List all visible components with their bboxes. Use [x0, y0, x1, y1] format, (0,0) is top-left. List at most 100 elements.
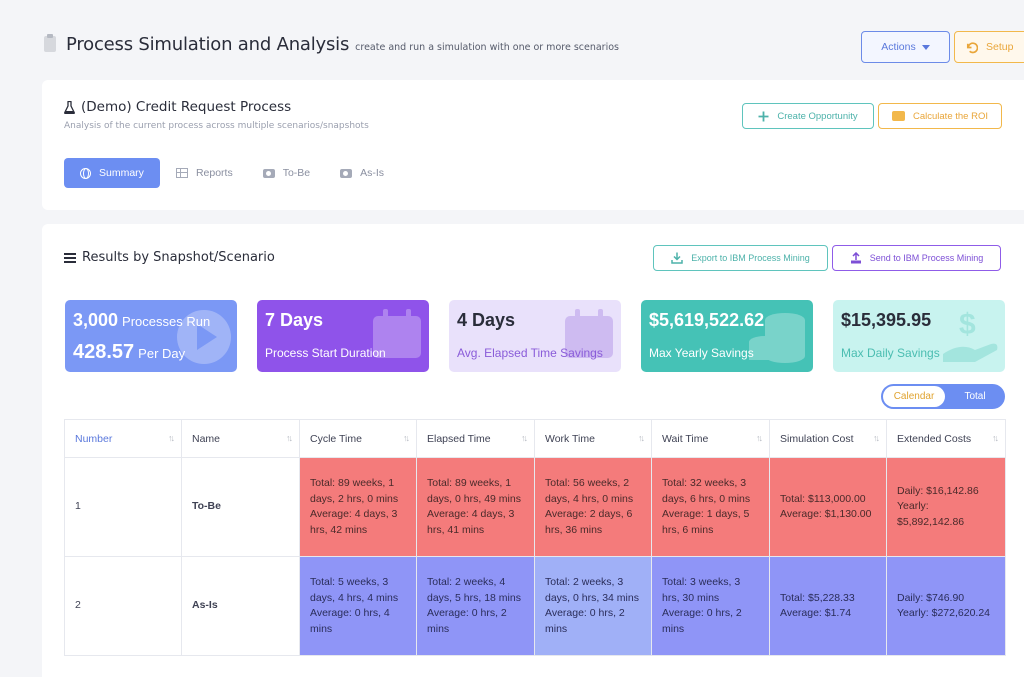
per-day-value: 428.57 Per Day [73, 341, 186, 363]
clipboard-icon [44, 34, 56, 52]
sort-icon[interactable]: ↑↓ [286, 433, 293, 443]
results-table: Number ↑↓ Name ↑↓ Cycle Time ↑↓ Elapsed Tim… [64, 419, 1006, 656]
elapsed-time-cell: Total: 2 weeks, 4 days, 5 hrs, 18 mins Av… [416, 556, 535, 656]
column-header-name[interactable]: Name ↑↓ [181, 419, 300, 458]
start-duration-label: Process Start Duration [265, 346, 386, 360]
setup-button[interactable]: Setup [954, 31, 1024, 63]
actions-button[interactable]: Actions [861, 31, 950, 63]
stat-max-yearly-savings: $5,619,522.62 Max Yearly Savings [641, 300, 813, 372]
tab-to-be[interactable]: To-Be [249, 158, 324, 188]
process-description: Analysis of the current process across m… [64, 121, 369, 131]
table-row: 1 To-Be Total: 89 weeks, 1 days, 2 hrs, … [64, 457, 1006, 557]
toggle-total[interactable]: Total [964, 391, 986, 402]
sort-icon[interactable]: ↑↓ [521, 433, 528, 443]
send-ibm-button[interactable]: Send to IBM Process Mining [832, 245, 1001, 271]
work-time-cell: Total: 2 weeks, 3 days, 0 hrs, 34 mins Av… [534, 556, 652, 656]
process-title: (Demo) Credit Request Process [64, 99, 291, 115]
camera-icon [262, 168, 275, 178]
sort-icon[interactable]: ↑↓ [168, 433, 175, 443]
column-header-wait-time[interactable]: Wait Time ↑↓ [651, 419, 770, 458]
column-header-extended-costs[interactable]: Extended Costs ↑↓ [886, 419, 1006, 458]
yearly-savings-label: Max Yearly Savings [649, 346, 754, 360]
page-subtitle: create and run a simulation with one or … [355, 42, 619, 53]
results-title: Results by Snapshot/Scenario [64, 250, 275, 265]
row-name-link[interactable]: To-Be [181, 457, 300, 557]
table-icon [175, 168, 188, 178]
table-row: 2 As-Is Total: 5 weeks, 3 days, 4 hrs, 4… [64, 556, 1006, 656]
hand-money-icon: $ [943, 308, 998, 362]
row-name-link[interactable]: As-Is [181, 556, 300, 656]
row-number: 1 [64, 457, 182, 557]
table-header-row: Number ↑↓ Name ↑↓ Cycle Time ↑↓ Elapsed Tim… [64, 419, 1006, 458]
wait-time-cell: Total: 3 weeks, 3 hrs, 30 mins Average: 0… [651, 556, 770, 656]
play-icon [177, 310, 231, 364]
camera-icon [340, 168, 353, 178]
yearly-savings-value: $5,619,522.62 [649, 310, 765, 330]
stat-max-daily-savings: $ $15,395.95 Max Daily Savings [833, 300, 1005, 372]
setup-button-label: Setup [986, 41, 1014, 53]
column-header-number[interactable]: Number ↑↓ [64, 419, 182, 458]
process-card: (Demo) Credit Request Process Analysis o… [42, 80, 1024, 210]
sort-icon[interactable]: ↑↓ [873, 433, 880, 443]
process-title-text: (Demo) Credit Request Process [81, 99, 292, 115]
row-number: 2 [64, 556, 182, 656]
calendar-icon [565, 309, 613, 358]
toggle-calendar[interactable]: Calendar [883, 386, 945, 407]
calculate-roi-button[interactable]: Calculate the ROI [878, 103, 1002, 129]
tab-to-be-label: To-Be [282, 167, 311, 179]
create-opportunity-button[interactable]: Create Opportunity [742, 103, 874, 129]
tab-bar: Summary Reports To-Be As-Is [64, 158, 400, 188]
extended-costs-cell: Daily: $746.90 Yearly: $272,620.24 [886, 556, 1006, 656]
sort-icon[interactable]: ↑↓ [638, 433, 645, 443]
tab-as-is[interactable]: As-Is [326, 158, 398, 188]
list-icon [64, 252, 76, 263]
sort-icon[interactable]: ↑↓ [992, 433, 999, 443]
stat-elapsed-savings: 4 Days Avg. Elapsed Time Savings [449, 300, 621, 372]
results-card: Results by Snapshot/Scenario Export to I… [42, 224, 1024, 677]
elapsed-savings-value: 4 Days [457, 310, 516, 330]
tab-summary[interactable]: Summary [64, 158, 160, 188]
processes-run-value: 3,000 Processes Run [73, 310, 211, 330]
sort-icon[interactable]: ↑↓ [756, 433, 763, 443]
export-ibm-label: Export to IBM Process Mining [691, 253, 810, 263]
calendar-total-toggle[interactable]: Calendar Total [881, 384, 1005, 409]
tab-reports[interactable]: Reports [162, 158, 247, 188]
calendar-icon [373, 309, 421, 358]
caret-down-icon [921, 44, 930, 50]
start-duration-value: 7 Days [265, 310, 324, 330]
export-ibm-button[interactable]: Export to IBM Process Mining [653, 245, 828, 271]
actions-button-label: Actions [881, 41, 916, 53]
tab-as-is-label: As-Is [360, 167, 385, 179]
svg-text:$: $ [959, 308, 976, 341]
stat-start-duration: 7 Days Process Start Duration [257, 300, 429, 372]
page-header: Process Simulation and Analysis create a… [44, 34, 619, 55]
coins-icon [749, 313, 805, 363]
extended-costs-cell: Daily: $16,142.86 Yearly: $5,892,142.86 [886, 457, 1006, 557]
globe-icon [80, 167, 91, 179]
elapsed-savings-label: Avg. Elapsed Time Savings [457, 346, 603, 360]
results-title-text: Results by Snapshot/Scenario [82, 250, 275, 265]
undo-icon [966, 41, 978, 53]
wait-time-cell: Total: 32 weeks, 3 days, 6 hrs, 0 mins Av… [651, 457, 770, 557]
column-header-cycle-time[interactable]: Cycle Time ↑↓ [299, 419, 417, 458]
page-title: Process Simulation and Analysis [66, 34, 350, 55]
create-opportunity-label: Create Opportunity [777, 110, 858, 122]
column-header-simulation-cost[interactable]: Simulation Cost ↑↓ [769, 419, 887, 458]
column-header-work-time[interactable]: Work Time ↑↓ [534, 419, 652, 458]
flask-icon [64, 100, 75, 114]
cycle-time-cell: Total: 5 weeks, 3 days, 4 hrs, 4 mins Ave… [299, 556, 417, 656]
work-time-cell: Total: 56 weeks, 2 days, 4 hrs, 0 mins Av… [534, 457, 652, 557]
daily-savings-value: $15,395.95 [841, 310, 932, 330]
tab-reports-label: Reports [195, 167, 233, 179]
simulation-cost-cell: Total: $113,000.00 Average: $1,130.00 [769, 457, 887, 557]
plus-icon [758, 111, 769, 121]
elapsed-time-cell: Total: 89 weeks, 1 days, 0 hrs, 49 mins A… [416, 457, 535, 557]
cycle-time-cell: Total: 89 weeks, 1 days, 2 hrs, 0 mins Av… [299, 457, 417, 557]
tab-summary-label: Summary [99, 167, 144, 179]
column-header-elapsed-time[interactable]: Elapsed Time ↑↓ [416, 419, 535, 458]
calculate-roi-label: Calculate the ROI [913, 110, 988, 122]
stat-processes-run: 3,000 Processes Run 428.57 Per Day [65, 300, 237, 372]
daily-savings-label: Max Daily Savings [841, 346, 940, 360]
upload-icon [850, 252, 861, 264]
sort-icon[interactable]: ↑↓ [403, 433, 410, 443]
